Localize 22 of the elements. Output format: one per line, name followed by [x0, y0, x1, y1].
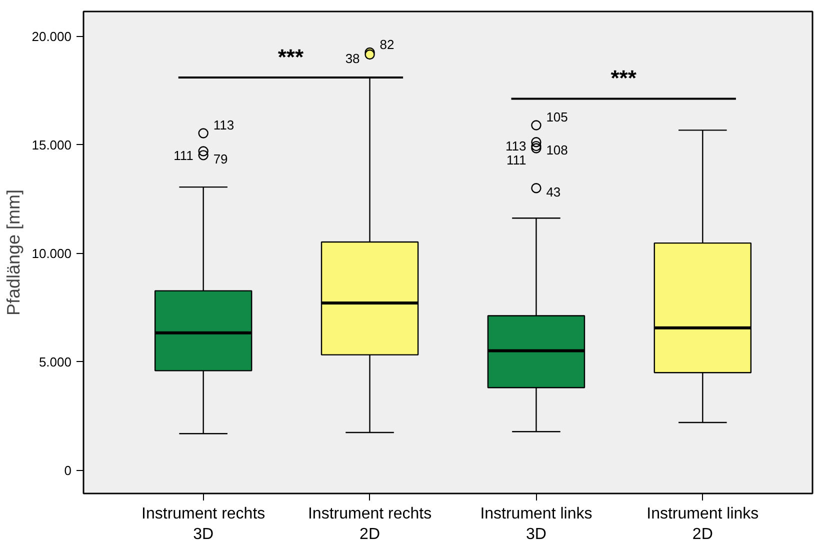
- annotation: 82: [380, 37, 394, 52]
- annotation: 111: [174, 148, 194, 163]
- annotation: ***: [278, 44, 304, 70]
- annotation: ***: [610, 66, 637, 91]
- y-tick-label: 0: [64, 462, 72, 478]
- annotation: 105: [546, 110, 568, 125]
- y-tick-label: 20.000: [32, 28, 72, 44]
- annotation: 38: [345, 50, 360, 66]
- x-tick-label: Instrument links 2D: [646, 506, 759, 543]
- annotation: 43: [546, 184, 561, 200]
- y-tick-label: 5.000: [38, 354, 72, 370]
- y-tick-label: 15.000: [32, 137, 72, 152]
- y-tick-label: 10.000: [32, 246, 72, 261]
- annotation: 108: [546, 142, 568, 158]
- annotation: 113: [213, 118, 234, 133]
- y-axis-title: Pfadlänge [mm]: [4, 189, 24, 316]
- annotation: 111: [506, 152, 526, 168]
- x-tick-label: Instrument links 3D: [480, 506, 592, 543]
- annotation: 113: [506, 138, 526, 154]
- x-tick-label: Instrument rechts 3D: [142, 506, 266, 543]
- x-tick-label: Instrument rechts 2D: [308, 506, 432, 543]
- annotation: 79: [213, 152, 228, 167]
